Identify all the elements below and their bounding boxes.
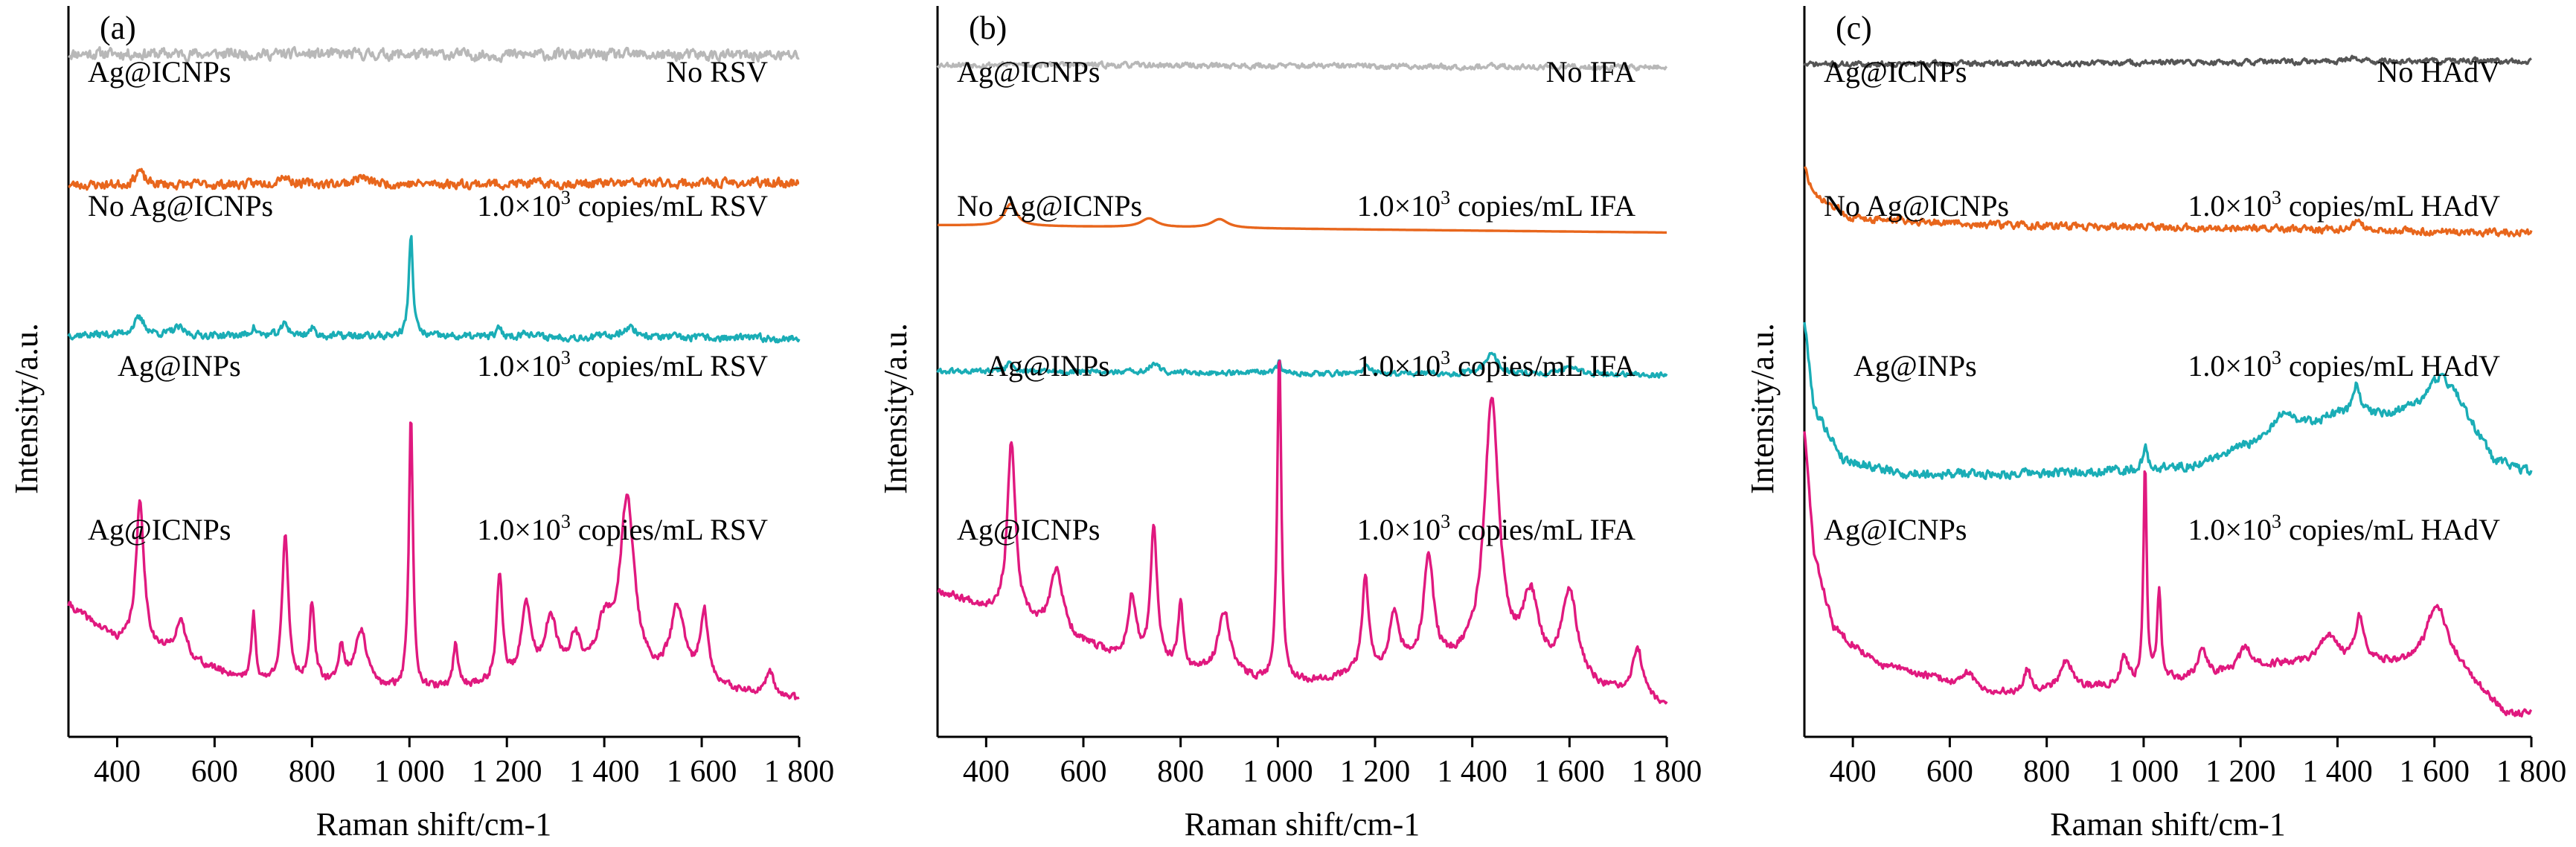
series-line-2 bbox=[937, 202, 1667, 234]
series-condition-label: 1.0×103 copies/mL IFA bbox=[1357, 511, 1636, 546]
series-condition-label: No HAdV bbox=[2377, 55, 2500, 89]
series-label: Ag@ICNPs bbox=[1824, 55, 1967, 89]
x-tick-label: 1 000 bbox=[2109, 755, 2179, 789]
series-line-3 bbox=[67, 234, 801, 344]
x-tick-label: 400 bbox=[963, 755, 1010, 789]
series-line-2 bbox=[1804, 166, 2533, 238]
x-tick-label: 1 600 bbox=[667, 755, 737, 789]
x-axis-title: Raman shift/cm-1 bbox=[1185, 806, 1420, 843]
series-condition-label: 1.0×103 copies/mL RSV bbox=[477, 347, 768, 383]
x-tick-label: 800 bbox=[289, 755, 336, 789]
series-label: Ag@INPs bbox=[118, 349, 241, 383]
x-tick-label: 1 800 bbox=[2496, 755, 2567, 789]
x-axis-title: Raman shift/cm-1 bbox=[316, 806, 552, 843]
panel-label: (b) bbox=[969, 10, 1007, 46]
series-line-1 bbox=[68, 45, 800, 63]
series-line-1 bbox=[1803, 54, 2532, 68]
x-tick-label: 800 bbox=[2023, 755, 2070, 789]
series-condition-label: 1.0×103 copies/mL HAdV bbox=[2188, 511, 2500, 546]
series-label: Ag@INPs bbox=[987, 349, 1110, 383]
panel-2: 400 600 800 1 000 1 200 1 400 1 600 1 800 Raman … bbox=[877, 6, 1702, 843]
series-condition-label: No RSV bbox=[666, 55, 768, 89]
x-tick-label: 400 bbox=[94, 755, 141, 789]
x-tick-label: 1 800 bbox=[764, 755, 835, 789]
x-tick-label: 1 400 bbox=[2302, 755, 2373, 789]
series-label: No Ag@ICNPs bbox=[957, 189, 1142, 223]
series-label: Ag@ICNPs bbox=[88, 55, 231, 89]
series-line-3 bbox=[1803, 322, 2533, 480]
x-tick-label: 600 bbox=[191, 755, 238, 789]
series-label: No Ag@ICNPs bbox=[1824, 189, 2009, 223]
y-axis-title: Intensity/a.u. bbox=[877, 323, 914, 494]
series-line-2 bbox=[68, 167, 800, 191]
series-label: Ag@ICNPs bbox=[957, 513, 1100, 546]
x-tick-label: 1 400 bbox=[1437, 755, 1508, 789]
x-tick-label: 1 200 bbox=[1340, 755, 1411, 789]
x-tick-label: 600 bbox=[1060, 755, 1107, 789]
x-tick-label: 1 600 bbox=[1534, 755, 1605, 789]
series-label: Ag@INPs bbox=[1853, 349, 1977, 383]
series-condition-label: 1.0×103 copies/mL IFA bbox=[1357, 347, 1636, 383]
series-condition-label: 1.0×103 copies/mL RSV bbox=[477, 511, 768, 546]
series-line-4 bbox=[937, 359, 1668, 705]
series-label: No Ag@ICNPs bbox=[88, 189, 273, 223]
series-condition-label: 1.0×103 copies/mL RSV bbox=[477, 187, 768, 223]
x-tick-label: 1 800 bbox=[1632, 755, 1702, 789]
x-tick-label: 1 200 bbox=[472, 755, 542, 789]
x-tick-label: 1 000 bbox=[1243, 755, 1313, 789]
series-label: Ag@ICNPs bbox=[1824, 513, 1967, 546]
x-tick-label: 800 bbox=[1157, 755, 1204, 789]
series-condition-label: 1.0×103 copies/mL IFA bbox=[1357, 187, 1636, 223]
x-tick-label: 400 bbox=[1830, 755, 1877, 789]
series-line-1 bbox=[936, 60, 1668, 72]
series-condition-label: 1.0×103 copies/mL HAdV bbox=[2188, 187, 2500, 223]
panel-label: (c) bbox=[1836, 10, 1872, 46]
x-tick-label: 1 000 bbox=[374, 755, 445, 789]
x-tick-label: 1 200 bbox=[2205, 755, 2276, 789]
series-line-4 bbox=[1803, 431, 2533, 717]
x-axis-title: Raman shift/cm-1 bbox=[2050, 806, 2286, 843]
y-axis-title: Intensity/a.u. bbox=[1744, 323, 1781, 494]
x-tick-label: 600 bbox=[1926, 755, 1973, 789]
panel-label: (a) bbox=[100, 10, 136, 46]
panel-3: 400 600 800 1 000 1 200 1 400 1 600 1 800 Raman … bbox=[1744, 6, 2566, 843]
y-axis-title: Intensity/a.u. bbox=[8, 323, 45, 494]
series-label: Ag@ICNPs bbox=[88, 513, 231, 546]
x-tick-label: 1 600 bbox=[2399, 755, 2470, 789]
series-condition-label: No IFA bbox=[1546, 55, 1635, 89]
series-line-4 bbox=[67, 421, 800, 700]
series-condition-label: 1.0×103 copies/mL HAdV bbox=[2188, 347, 2500, 383]
series-line-3 bbox=[936, 351, 1668, 379]
series-label: Ag@ICNPs bbox=[957, 55, 1100, 89]
panel-1: 400 600 800 1 000 1 200 1 400 1 600 1 800 Raman … bbox=[8, 6, 834, 843]
x-tick-label: 1 400 bbox=[569, 755, 640, 789]
